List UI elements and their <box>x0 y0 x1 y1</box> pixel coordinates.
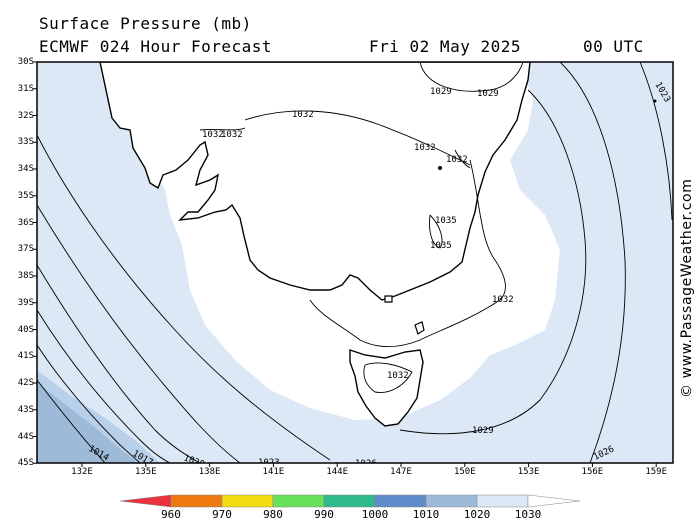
pressure-colorbar <box>119 494 581 508</box>
isobar-1026-e <box>559 62 626 463</box>
colorbar-label: 1020 <box>463 508 491 521</box>
isobar-1029-n <box>419 62 524 92</box>
isobar-label: 1026 <box>355 459 377 469</box>
lon-label: 132E <box>71 467 93 477</box>
colorbar-segment <box>323 494 376 508</box>
colorbar-label: 1030 <box>514 508 542 521</box>
isobar-label: 1023 <box>258 458 280 468</box>
isobar-label: 1020 <box>182 453 206 470</box>
isobar-label: 1032 <box>492 295 514 305</box>
colorbar-label: 970 <box>212 508 232 521</box>
forecast-time: 00 UTC <box>583 37 644 56</box>
isobar-1035 <box>429 214 443 249</box>
lat-label: 39S <box>17 297 34 308</box>
isobar-1020-sw <box>37 309 171 463</box>
colorbar-segment <box>527 494 581 508</box>
colorbar-label: 1010 <box>412 508 440 521</box>
isobar-label: 1029 <box>477 89 499 99</box>
colorbar-segment <box>221 494 274 508</box>
isobar-1029-e <box>399 89 587 435</box>
isobar-1032-nw <box>199 127 246 131</box>
isobar-1029-sw <box>37 134 331 461</box>
colorbar-label: 990 <box>314 508 334 521</box>
lon-label: 135E <box>134 467 157 477</box>
lat-label: 31S <box>17 83 34 94</box>
map-title: Surface Pressure (mb) <box>39 14 252 33</box>
colorbar-label: 1000 <box>361 508 389 521</box>
lon-label: 141E <box>262 467 285 477</box>
colorbar-segment <box>425 494 478 508</box>
lat-label: 32S <box>17 110 34 121</box>
colorbar-segment <box>476 494 529 508</box>
lat-label: 35S <box>17 190 34 201</box>
lon-label: 144E <box>326 467 349 477</box>
isobar-label: 1032 <box>292 110 314 120</box>
isobar-1032-tas <box>363 362 413 393</box>
lat-label: 43S <box>17 404 34 415</box>
colorbar-segment <box>374 494 427 508</box>
lat-label: 45S <box>17 458 34 469</box>
copyright-text: © www.PassageWeather.com <box>679 178 695 398</box>
isobar-label: 1029 <box>472 426 494 436</box>
colorbar-label: 960 <box>161 508 181 521</box>
lat-label: 40S <box>17 324 34 335</box>
isobar-label: 1032 <box>414 143 436 153</box>
isobar-label: 1032 <box>202 130 224 140</box>
australia-coastline <box>99 62 531 301</box>
forecast-date: Fri 02 May 2025 <box>369 37 521 56</box>
lat-label: 38S <box>17 271 34 281</box>
isobar-1014-sw <box>37 379 106 463</box>
lat-label: 36S <box>17 217 34 228</box>
island <box>384 295 393 303</box>
isobar-label: 1029 <box>430 87 452 97</box>
isobar-1032-n <box>244 110 471 166</box>
isobar-1023-ne <box>639 62 673 221</box>
isobar-label: 1035 <box>435 216 457 226</box>
lon-label: 156E <box>581 467 604 477</box>
lat-label: 33S <box>17 137 34 148</box>
isobar-label: 1032 <box>221 130 243 140</box>
lon-label: 159E <box>645 467 668 477</box>
isobar-label: 1035 <box>430 241 452 251</box>
island <box>414 321 425 335</box>
isobar-1023-sw <box>37 264 201 463</box>
lon-label: 150E <box>453 467 476 477</box>
colorbar-segment <box>119 494 172 508</box>
lat-label: 42S <box>17 378 34 388</box>
colorbar-segment <box>170 494 223 508</box>
lat-label: 30S <box>17 57 34 67</box>
colorbar-segment <box>272 494 325 508</box>
lon-label: 147E <box>390 467 412 477</box>
lat-label: 34S <box>17 164 34 174</box>
city-marker <box>438 166 442 170</box>
isobar-1032-c <box>454 149 471 169</box>
isobar-1026-sw <box>37 204 241 463</box>
map-frame <box>36 61 674 464</box>
pressure-band-1000 <box>37 382 138 463</box>
isobar-label: 1032 <box>446 155 468 165</box>
isobar-1032-s <box>309 159 506 348</box>
model-label: ECMWF 024 Hour Forecast <box>39 37 273 56</box>
lon-label: 138E <box>198 467 221 477</box>
isobars <box>37 62 673 463</box>
colorbar-label: 980 <box>263 508 283 521</box>
isobar-1017-sw <box>37 344 141 463</box>
lat-label: 44S <box>17 431 34 442</box>
lat-label: 41S <box>17 351 34 362</box>
lat-label: 37S <box>17 244 34 255</box>
lon-label: 153E <box>517 467 540 477</box>
island-marker <box>653 99 657 103</box>
isobar-label: 1032 <box>387 371 409 381</box>
